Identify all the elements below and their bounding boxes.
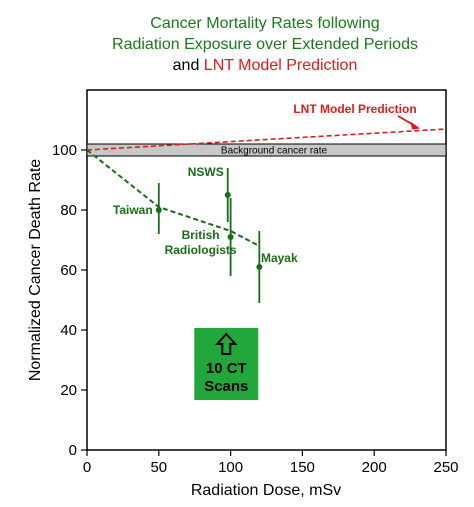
y-tick-label: 0	[69, 442, 77, 459]
label-british-radiologists: British Radiologists	[165, 228, 237, 257]
y-tick-label: 80	[60, 202, 77, 219]
x-tick-label: 50	[150, 459, 167, 476]
ct-box-line-2: Scans	[204, 378, 248, 395]
point-taiwan	[155, 207, 162, 213]
ct-box-rect	[194, 328, 259, 400]
chart-title-and: and	[173, 57, 200, 74]
lnt-model-label: LNT Model Prediction	[293, 102, 416, 116]
x-axis-label: Radiation Dose, mSv	[191, 482, 341, 499]
x-tick-label: 200	[362, 459, 387, 476]
up-arrow-icon	[215, 332, 238, 355]
chart-title-line-2: Radiation Exposure over Extended Periods	[112, 36, 418, 53]
lnt-model-line	[86, 128, 447, 151]
x-tick-label: 0	[83, 459, 91, 476]
y-tick-label: 20	[60, 382, 77, 399]
chart-title-line-1: Cancer Mortality Rates following	[150, 15, 379, 32]
x-tick-label: 150	[290, 459, 315, 476]
y-tick-label: 60	[60, 262, 77, 279]
point-nsws	[224, 192, 231, 198]
y-axis-label: Normalized Cancer Death Rate	[27, 159, 44, 381]
point-british-radiologists	[227, 234, 234, 240]
y-tick-label: 100	[52, 142, 77, 159]
chart-title-lnt: LNT Model Prediction	[204, 57, 358, 74]
x-tick-label: 100	[218, 459, 243, 476]
data-points: Taiwan NSWS British Radiologists Mayak	[113, 165, 298, 303]
label-taiwan: Taiwan	[113, 203, 153, 217]
point-mayak	[256, 264, 263, 270]
y-axis-ticks: 0 20 40 60 80 100	[52, 142, 87, 459]
x-tick-label: 250	[433, 459, 458, 476]
ct-box-line-1: 10 CT	[206, 360, 247, 377]
label-mayak: Mayak	[261, 251, 298, 265]
lnt-arrow-head	[410, 121, 421, 130]
x-axis-ticks: 0 50 100 150 200 250	[83, 450, 459, 476]
background-band-label: Background cancer rate	[221, 146, 328, 157]
trend-line	[86, 149, 260, 247]
label-nsws: NSWS	[188, 165, 224, 179]
lnt-arrow	[397, 115, 421, 130]
y-tick-label: 40	[60, 322, 77, 339]
chart-title-line-3: and LNT Model Prediction	[173, 57, 358, 74]
